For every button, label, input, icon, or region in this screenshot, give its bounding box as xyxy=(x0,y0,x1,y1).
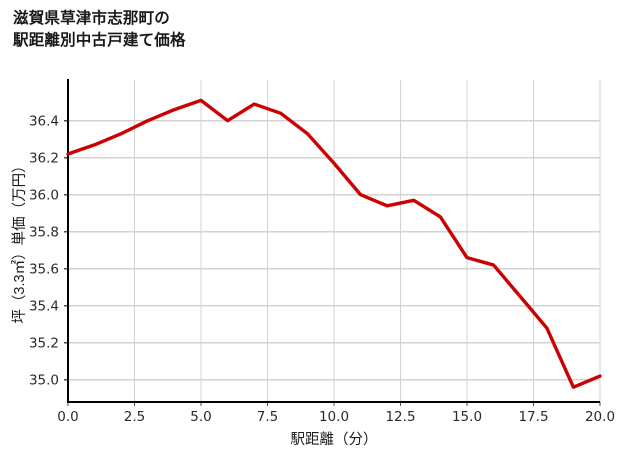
x-tick-label: 20.0 xyxy=(585,409,615,425)
y-tick-label: 35.4 xyxy=(29,299,59,315)
x-axis-title: 駅距離（分） xyxy=(291,430,378,448)
x-tick-label: 17.5 xyxy=(518,409,548,425)
y-axis-title: 坪（3.3㎡）単価（万円） xyxy=(11,158,28,323)
x-tick-label: 10.0 xyxy=(319,409,349,425)
x-tick-label: 0.0 xyxy=(57,409,78,425)
x-tick-label: 7.5 xyxy=(257,409,278,425)
y-tick-label: 35.8 xyxy=(29,225,59,241)
y-tick-label: 35.6 xyxy=(29,262,59,278)
x-tick-label: 2.5 xyxy=(124,409,145,425)
x-tick-label: 12.5 xyxy=(385,409,415,425)
price-series-line xyxy=(66,98,602,389)
x-gridlines xyxy=(133,80,601,402)
x-tick-label: 15.0 xyxy=(452,409,482,425)
y-tick-label: 36.0 xyxy=(29,188,59,204)
x-tick-label: 5.0 xyxy=(190,409,211,425)
y-tick-label: 35.0 xyxy=(29,373,59,389)
y-tick-labels: 35.0 35.2 35.4 35.6 35.8 36.0 36.2 36.4 xyxy=(29,114,59,389)
x-tick-labels: 0.0 2.5 5.0 7.5 10.0 12.5 15.0 17.5 20.0 xyxy=(57,409,615,425)
chart-title: 滋賀県草津市志那町の 駅距離別中古戸建て価格 xyxy=(13,10,186,49)
y-tick-label: 36.2 xyxy=(29,151,59,167)
y-tick-label: 36.4 xyxy=(29,114,59,130)
y-tick-label: 35.2 xyxy=(29,336,59,352)
